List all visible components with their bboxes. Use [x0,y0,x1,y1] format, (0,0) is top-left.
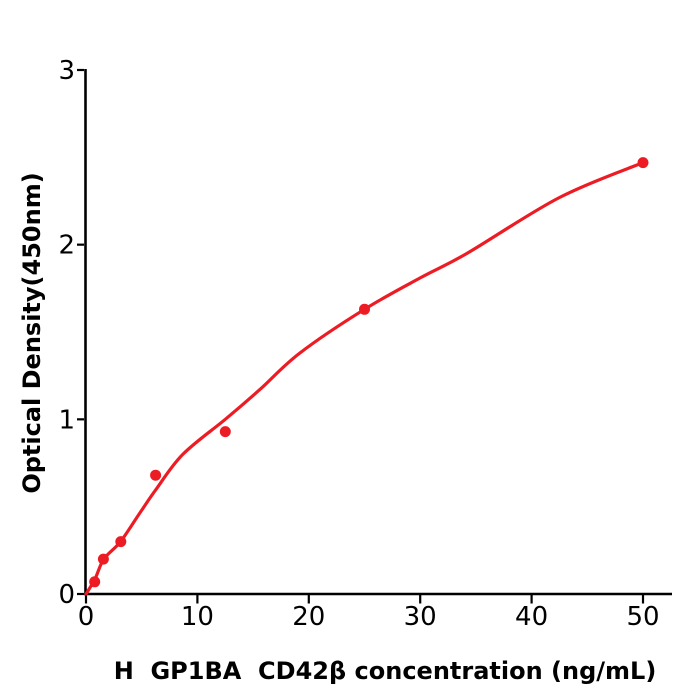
y-tick-label: 3 [58,56,75,86]
data-point-marker [97,553,109,565]
x-tick-label: 30 [404,602,437,632]
x-tick-label: 50 [626,602,659,632]
y-tick-label: 1 [58,405,75,435]
data-point-marker [89,576,101,588]
data-point-marker [637,157,649,169]
data-point-marker [219,426,231,438]
x-tick-label: 0 [78,602,95,632]
x-tick-label: 20 [292,602,325,632]
data-point-marker [359,303,370,315]
y-tick-label: 2 [58,231,75,261]
fit-curve-line [84,161,645,596]
data-point-marker [115,536,127,548]
x-tick-label: 40 [515,602,548,632]
fit-curve-group [84,161,645,596]
y-tick-label: 0 [58,580,75,610]
axes-group: 0 10 20 30 40 50 0 1 2 3 [58,56,672,632]
y-axis-label: Optical Density(450nm) [18,172,46,493]
x-axis-label: H GP1BA CD42β concentration (ng/mL) [114,657,657,685]
data-points-group [89,157,649,588]
x-tick-label: 10 [181,602,214,632]
data-point-marker [150,469,162,481]
